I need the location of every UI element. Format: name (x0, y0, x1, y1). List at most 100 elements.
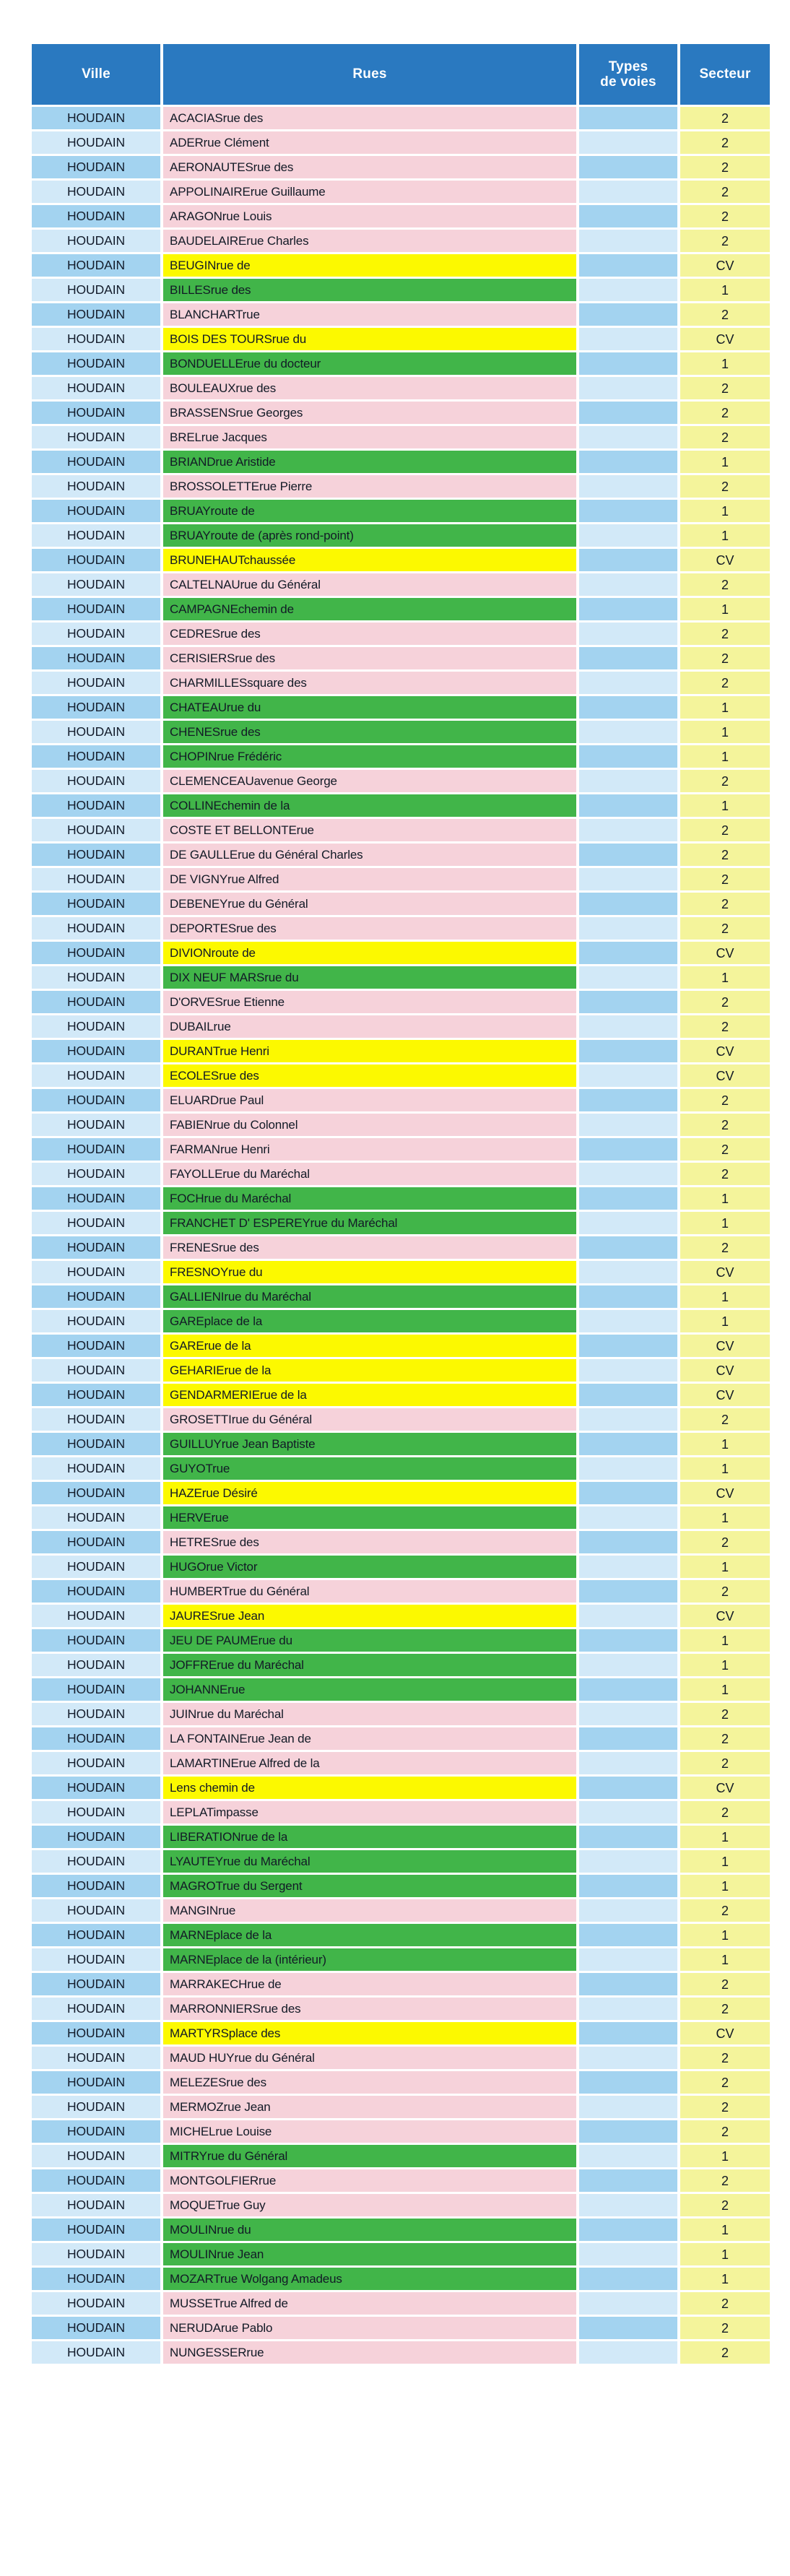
column-header-types-de-voies: Types de voies (579, 44, 677, 105)
cell-secteur: CV (680, 1261, 770, 1283)
cell-secteur: 1 (680, 1875, 770, 1897)
cell-type-de-voie (579, 819, 677, 841)
cell-secteur: 2 (680, 2047, 770, 2069)
cell-rue: ECOLESrue des (163, 1064, 576, 1087)
cell-ville: HOUDAIN (32, 500, 160, 522)
table-row: HOUDAIN DUBAILrue 2 (32, 1015, 770, 1038)
cell-type-de-voie (579, 1899, 677, 1922)
table-row: HOUDAIN DEBENEYrue du Général 2 (32, 893, 770, 915)
cell-type-de-voie (579, 1801, 677, 1823)
cell-rue: ELUARDrue Paul (163, 1089, 576, 1111)
column-header-secteur: Secteur (680, 44, 770, 105)
cell-type-de-voie (579, 1752, 677, 1774)
cell-ville: HOUDAIN (32, 2096, 160, 2118)
cell-type-de-voie (579, 844, 677, 866)
cell-type-de-voie (579, 2145, 677, 2167)
cell-ville: HOUDAIN (32, 1556, 160, 1578)
cell-ville: HOUDAIN (32, 1850, 160, 1873)
cell-secteur: 1 (680, 1826, 770, 1848)
cell-secteur: CV (680, 1605, 770, 1627)
table-row: HOUDAIN FARMANrue Henri 2 (32, 1138, 770, 1161)
table-row: HOUDAIN ADERrue Clément 2 (32, 131, 770, 154)
cell-type-de-voie (579, 1605, 677, 1627)
cell-rue: CALTELNAUrue du Général (163, 573, 576, 596)
cell-ville: HOUDAIN (32, 1236, 160, 1259)
cell-rue: JUINrue du Maréchal (163, 1703, 576, 1725)
cell-rue: DIVIONroute de (163, 942, 576, 964)
table-row: HOUDAIN JUINrue du Maréchal 2 (32, 1703, 770, 1725)
cell-type-de-voie (579, 1973, 677, 1995)
cell-ville: HOUDAIN (32, 2317, 160, 2339)
cell-type-de-voie (579, 1998, 677, 2020)
cell-type-de-voie (579, 352, 677, 375)
cell-secteur: 1 (680, 1556, 770, 1578)
table-row: HOUDAIN MAUD HUYrue du Général 2 (32, 2047, 770, 2069)
table-row: HOUDAIN DIX NEUF MARSrue du 1 (32, 966, 770, 989)
table-row: HOUDAIN CHARMILLESsquare des 2 (32, 672, 770, 694)
table-row: HOUDAIN CLEMENCEAUavenue George 2 (32, 770, 770, 792)
cell-type-de-voie (579, 2022, 677, 2044)
table-row: HOUDAIN MUSSETrue Alfred de 2 (32, 2292, 770, 2315)
cell-type-de-voie (579, 1089, 677, 1111)
table-row: HOUDAIN JOHANNErue 1 (32, 1678, 770, 1701)
cell-rue: DEPORTESrue des (163, 917, 576, 940)
cell-type-de-voie (579, 2268, 677, 2290)
cell-rue: MARNEplace de la (intérieur) (163, 1948, 576, 1971)
cell-ville: HOUDAIN (32, 966, 160, 989)
cell-type-de-voie (579, 1384, 677, 1406)
cell-type-de-voie (579, 131, 677, 154)
cell-rue: MUSSETrue Alfred de (163, 2292, 576, 2315)
cell-ville: HOUDAIN (32, 1138, 160, 1161)
cell-type-de-voie (579, 1064, 677, 1087)
cell-type-de-voie (579, 794, 677, 817)
cell-rue: FARMANrue Henri (163, 1138, 576, 1161)
cell-ville: HOUDAIN (32, 868, 160, 890)
cell-type-de-voie (579, 2194, 677, 2216)
table-row: HOUDAIN BRUAYroute de 1 (32, 500, 770, 522)
cell-ville: HOUDAIN (32, 2022, 160, 2044)
cell-ville: HOUDAIN (32, 2194, 160, 2216)
cell-secteur: 1 (680, 1187, 770, 1210)
column-header-ville: Ville (32, 44, 160, 105)
cell-type-de-voie (579, 1727, 677, 1750)
cell-secteur: CV (680, 1335, 770, 1357)
cell-type-de-voie (579, 328, 677, 350)
table-row: HOUDAIN CHOPINrue Frédéric 1 (32, 745, 770, 768)
cell-ville: HOUDAIN (32, 279, 160, 301)
streets-table: Ville Rues Types de voies Secteur HOUDAI… (29, 42, 773, 2366)
cell-secteur: 1 (680, 1654, 770, 1676)
cell-secteur: 1 (680, 2145, 770, 2167)
cell-secteur: 2 (680, 623, 770, 645)
cell-rue: HERVErue (163, 1506, 576, 1529)
cell-secteur: 1 (680, 279, 770, 301)
cell-rue: GUYOTrue (163, 1457, 576, 1480)
table-row: HOUDAIN LA FONTAINErue Jean de 2 (32, 1727, 770, 1750)
cell-rue: LIBERATIONrue de la (163, 1826, 576, 1848)
cell-rue: NUNGESSERrue (163, 2341, 576, 2364)
cell-secteur: 2 (680, 647, 770, 669)
cell-ville: HOUDAIN (32, 1531, 160, 1553)
cell-secteur: 2 (680, 181, 770, 203)
cell-ville: HOUDAIN (32, 1605, 160, 1627)
cell-rue: LAMARTINErue Alfred de la (163, 1752, 576, 1774)
cell-secteur: CV (680, 1384, 770, 1406)
cell-secteur: 1 (680, 1310, 770, 1332)
cell-secteur: CV (680, 1482, 770, 1504)
cell-ville: HOUDAIN (32, 107, 160, 129)
cell-secteur: 2 (680, 1998, 770, 2020)
cell-rue: DIX NEUF MARSrue du (163, 966, 576, 989)
cell-secteur: CV (680, 549, 770, 571)
cell-type-de-voie (579, 1138, 677, 1161)
cell-secteur: 2 (680, 303, 770, 326)
table-row: HOUDAIN GUYOTrue 1 (32, 1457, 770, 1480)
table-row: HOUDAIN GUILLUYrue Jean Baptiste 1 (32, 1433, 770, 1455)
cell-type-de-voie (579, 2219, 677, 2241)
cell-type-de-voie (579, 991, 677, 1013)
cell-type-de-voie (579, 2120, 677, 2143)
table-row: HOUDAIN BLANCHARTrue 2 (32, 303, 770, 326)
table-row: HOUDAIN MARRAKECHrue de 2 (32, 1973, 770, 1995)
cell-ville: HOUDAIN (32, 1040, 160, 1062)
cell-ville: HOUDAIN (32, 2268, 160, 2290)
table-row: HOUDAIN LAMARTINErue Alfred de la 2 (32, 1752, 770, 1774)
cell-secteur: 2 (680, 1727, 770, 1750)
